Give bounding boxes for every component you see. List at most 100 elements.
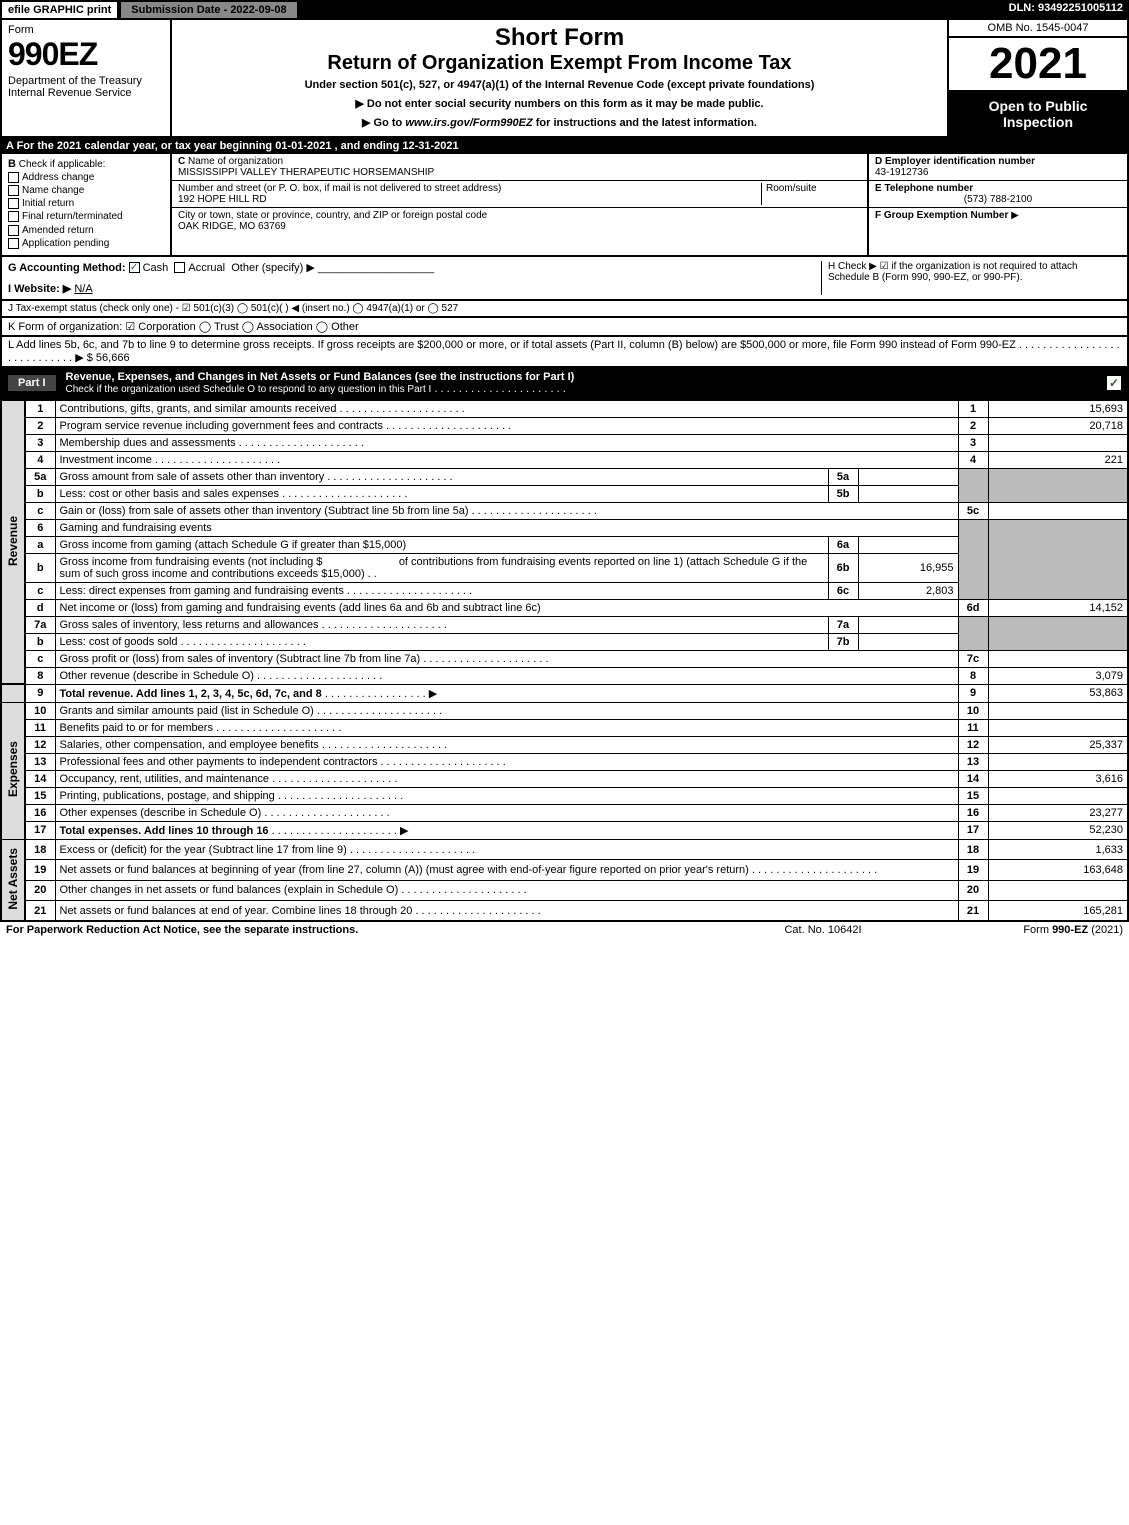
c-name-label: Name of organization [188,156,283,167]
line-21-desc: Net assets or fund balances at end of ye… [55,900,958,921]
section-b: B Check if applicable: Address change Na… [2,154,172,255]
line-5c-desc: Gain or (loss) from sale of assets other… [55,502,958,519]
d-ein: D Employer identification number 43-1912… [869,154,1127,181]
row-h: H Check ▶ ☑ if the organization is not r… [821,261,1121,295]
line-11-amt [988,719,1128,736]
header-middle: Short Form Return of Organization Exempt… [172,20,947,136]
short-form-title: Short Form [180,24,939,52]
line-9-num: 9 [25,684,55,702]
chk-name-change[interactable]: Name change [8,185,164,196]
line-5ab-greyamt [988,468,1128,502]
row-j-tax-exempt: J Tax-exempt status (check only one) - ☑… [0,301,1129,318]
c-city-row: City or town, state or province, country… [172,208,867,234]
line-5a-num: 5a [25,468,55,485]
line-4-amt: 221 [988,451,1128,468]
line-14-num: 14 [25,770,55,787]
line-10-amt [988,702,1128,719]
line-14-amt: 3,616 [988,770,1128,787]
line-6d-col: 6d [958,599,988,616]
goto-instructions: ▶ Go to www.irs.gov/Form990EZ for instru… [180,116,939,129]
chk-cash[interactable]: ✓ [129,262,140,273]
chk-final-return[interactable]: Final return/terminated [8,211,164,222]
netassets-sidetab: Net Assets [1,839,25,921]
row-ghi: G Accounting Method: ✓Cash Accrual Other… [0,257,1129,301]
line-5b-num: b [25,485,55,502]
line-21-amt: 165,281 [988,900,1128,921]
street-label: Number and street (or P. O. box, if mail… [178,183,501,194]
section-def: D Employer identification number 43-1912… [867,154,1127,255]
chk-address-change[interactable]: Address change [8,172,164,183]
city-value: OAK RIDGE, MO 63769 [178,221,286,232]
b-subtitle: Check if applicable: [19,159,106,170]
row-a-calendar-year: A For the 2021 calendar year, or tax yea… [0,138,1129,154]
line-11-desc: Benefits paid to or for members [55,719,958,736]
chk-initial-return[interactable]: Initial return [8,198,164,209]
line-6d-desc: Net income or (loss) from gaming and fun… [55,599,958,616]
chk-application-pending[interactable]: Application pending [8,238,164,249]
line-6b-desc: Gross income from fundraising events (no… [55,553,828,582]
line-8-amt: 3,079 [988,667,1128,684]
line-13-col: 13 [958,753,988,770]
footer-formref: Form 990-EZ (2021) [923,924,1123,936]
line-10-col: 10 [958,702,988,719]
line-12-num: 12 [25,736,55,753]
line-15-desc: Printing, publications, postage, and shi… [55,787,958,804]
line-1-num: 1 [25,400,55,417]
line-13-amt [988,753,1128,770]
line-1-col: 1 [958,400,988,417]
line-6-desc: Gaming and fundraising events [55,519,958,536]
line-18-num: 18 [25,839,55,859]
dln-label: DLN: 93492251005112 [1003,0,1129,20]
part-1-schedule-o-checkbox[interactable]: ✓ [1107,376,1121,390]
submission-date-label: Submission Date - 2022-09-08 [119,0,298,20]
goto-post: for instructions and the latest informat… [533,117,757,129]
line-9-desc: Total revenue. Add lines 1, 2, 3, 4, 5c,… [55,684,958,702]
chk-amended-return[interactable]: Amended return [8,225,164,236]
line-17-num: 17 [25,821,55,839]
part-1-check-label: Check if the organization used Schedule … [66,384,432,395]
c-label: C [178,156,185,167]
line-21-num: 21 [25,900,55,921]
f-label: F Group Exemption Number [875,210,1008,221]
irs-link[interactable]: www.irs.gov/Form990EZ [405,117,532,129]
line-19-amt: 163,648 [988,860,1128,880]
line-4-col: 4 [958,451,988,468]
line-19-col: 19 [958,860,988,880]
line-18-amt: 1,633 [988,839,1128,859]
line-7a-sub: 7a [828,616,858,633]
omb-number: OMB No. 1545-0047 [949,20,1127,38]
department-label: Department of the Treasury Internal Reve… [8,75,164,99]
part-1-tab: Part I [8,375,56,391]
footer-catno: Cat. No. 10642I [723,924,923,936]
line-16-desc: Other expenses (describe in Schedule O) [55,804,958,821]
line-9-amt: 53,863 [988,684,1128,702]
open-to-public: Open to Public Inspection [949,92,1127,136]
line-5a-sub: 5a [828,468,858,485]
top-bar: efile GRAPHIC print Submission Date - 20… [0,0,1129,20]
line-3-col: 3 [958,434,988,451]
room-label: Room/suite [766,183,817,194]
line-7b-desc: Less: cost of goods sold [55,633,828,650]
line-1-desc: Contributions, gifts, grants, and simila… [55,400,958,417]
under-section-text: Under section 501(c), 527, or 4947(a)(1)… [180,79,939,91]
line-6b-pre: Gross income from fundraising events (no… [60,556,323,568]
line-19-desc: Net assets or fund balances at beginning… [55,860,958,880]
line-17-col: 17 [958,821,988,839]
line-17-amt: 52,230 [988,821,1128,839]
line-6b-sub: 6b [828,553,858,582]
line-15-amt [988,787,1128,804]
line-5ab-greycol [958,468,988,502]
line-6d-num: d [25,599,55,616]
line-6-num: 6 [25,519,55,536]
header-right: OMB No. 1545-0047 2021 Open to Public In… [947,20,1127,136]
chk-accrual[interactable] [174,262,185,273]
return-title: Return of Organization Exempt From Incom… [180,52,939,75]
line-10-desc: Grants and similar amounts paid (list in… [55,702,958,719]
line-5c-num: c [25,502,55,519]
g-label: G Accounting Method: [8,262,126,274]
efile-graphic-print-button[interactable]: efile GRAPHIC print [0,0,119,20]
line-12-amt: 25,337 [988,736,1128,753]
expenses-sidetab: Expenses [1,702,25,839]
line-7c-num: c [25,650,55,667]
line-6a-subval [858,536,958,553]
